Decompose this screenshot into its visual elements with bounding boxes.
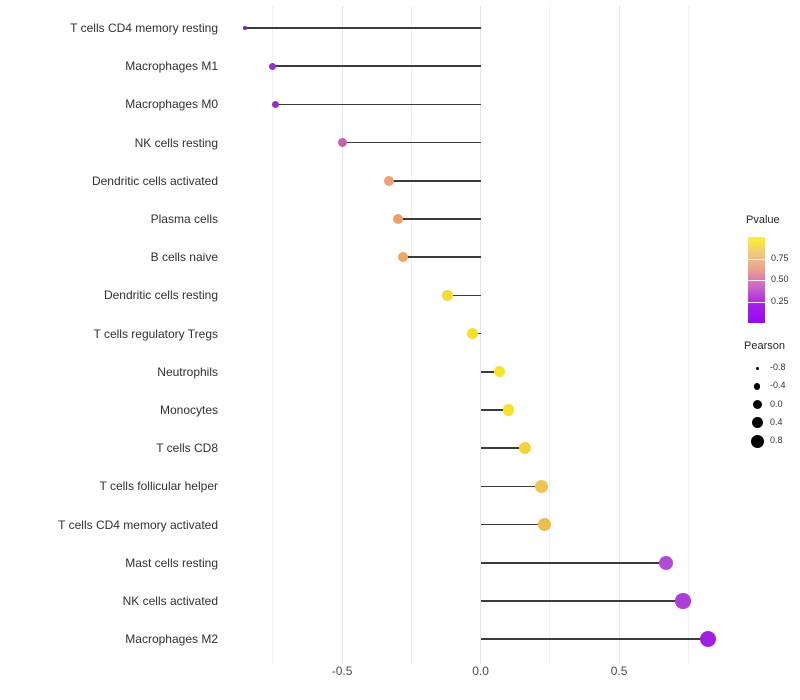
lollipop-stem bbox=[480, 638, 708, 640]
lollipop-stem bbox=[480, 600, 683, 602]
y-axis-category-label: Mast cells resting bbox=[125, 555, 218, 570]
lollipop-stem bbox=[403, 256, 481, 258]
lollipop-dot bbox=[442, 290, 453, 301]
y-axis-category-label: Macrophages M2 bbox=[125, 632, 218, 647]
pvalue-legend-title: Pvalue bbox=[746, 214, 780, 226]
lollipop-stem bbox=[480, 447, 525, 449]
y-axis-category-label: Macrophages M0 bbox=[125, 97, 218, 112]
lollipop-dot bbox=[518, 441, 532, 455]
pearson-legend-dot bbox=[750, 434, 764, 448]
pvalue-colorbar-tick bbox=[748, 280, 765, 281]
pvalue-colorbar-label: 0.25 bbox=[771, 295, 789, 306]
pearson-legend-label: -0.4 bbox=[770, 380, 786, 391]
lollipop-stem bbox=[480, 485, 542, 488]
lollipop-dot bbox=[675, 593, 691, 609]
x-major-gridline bbox=[480, 6, 482, 664]
lollipop-stem bbox=[245, 27, 481, 29]
pearson-legend-label: -0.8 bbox=[770, 362, 786, 372]
lollipop-dot bbox=[337, 138, 347, 148]
lollipop-dot bbox=[658, 555, 674, 571]
lollipop-dot bbox=[699, 631, 716, 648]
pvalue-colorbar-label: 0.50 bbox=[771, 274, 789, 284]
x-minor-gridline bbox=[549, 6, 551, 664]
lollipop-stem bbox=[397, 218, 481, 220]
x-minor-gridline bbox=[410, 6, 412, 664]
x-minor-gridline bbox=[272, 6, 274, 664]
lollipop-stem bbox=[480, 409, 509, 411]
pvalue-colorbar-label: 0.75 bbox=[771, 252, 789, 263]
x-axis-tick-label: -0.5 bbox=[331, 664, 353, 678]
y-axis-category-label: Monocytes bbox=[159, 403, 218, 417]
lollipop-dot bbox=[502, 404, 515, 416]
y-axis-category-label: T cells follicular helper bbox=[99, 479, 219, 494]
lollipop-stem bbox=[447, 294, 481, 297]
x-axis-tick-label: 0.0 bbox=[472, 664, 489, 678]
y-axis-category-label: T cells CD4 memory activated bbox=[58, 517, 218, 532]
pearson-legend-label: 0.8 bbox=[770, 435, 783, 446]
y-axis-category-label: Dendritic cells activated bbox=[91, 173, 218, 188]
y-axis-category-label: Dendritic cells resting bbox=[103, 288, 218, 303]
x-major-gridline bbox=[618, 6, 620, 664]
lollipop-dot bbox=[398, 252, 409, 263]
pearson-legend-dot bbox=[753, 383, 761, 390]
pearson-legend-label: 0.4 bbox=[770, 416, 783, 427]
pearson-legend-dot bbox=[755, 366, 759, 370]
lollipop-stem bbox=[480, 371, 500, 373]
lollipop-stem bbox=[480, 562, 667, 564]
y-axis-category-label: Plasma cells bbox=[150, 212, 218, 226]
lollipop-dot bbox=[384, 175, 395, 186]
lollipop-stem bbox=[342, 141, 481, 144]
y-axis-category-label: B cells naive bbox=[150, 250, 218, 265]
lollipop-dot bbox=[392, 214, 403, 224]
lollipop-dot bbox=[269, 62, 277, 70]
x-axis-tick-label: 0.5 bbox=[610, 664, 628, 678]
lollipop-dot bbox=[537, 517, 552, 532]
lollipop-dot bbox=[243, 26, 248, 30]
y-axis-category-label: T cells CD4 memory resting bbox=[70, 21, 218, 35]
lollipop-stem bbox=[389, 180, 481, 182]
y-axis-category-label: T cells regulatory Tregs bbox=[93, 326, 219, 341]
lollipop-dot bbox=[272, 100, 280, 108]
pearson-legend-label: 0.0 bbox=[770, 398, 783, 409]
lollipop-dot bbox=[494, 366, 506, 378]
y-axis-category-label: Neutrophils bbox=[157, 364, 218, 379]
pvalue-colorbar-tick bbox=[748, 301, 765, 303]
lollipop-dot bbox=[534, 479, 549, 494]
lollipop-stem bbox=[272, 65, 481, 67]
pearson-legend-dot bbox=[752, 400, 762, 410]
pearson-legend-title: Pearson bbox=[744, 340, 785, 352]
pvalue-colorbar-tick bbox=[748, 258, 765, 260]
lollipop-dot bbox=[467, 328, 478, 339]
lollipop-stem bbox=[275, 103, 481, 106]
pearson-legend-dot bbox=[751, 417, 763, 429]
y-axis-category-label: NK cells resting bbox=[134, 135, 218, 150]
x-major-gridline bbox=[341, 6, 343, 664]
lollipop-stem bbox=[480, 523, 545, 526]
x-minor-gridline bbox=[687, 6, 689, 664]
y-axis-category-label: Macrophages M1 bbox=[125, 59, 218, 74]
y-axis-category-label: NK cells activated bbox=[122, 594, 218, 608]
y-axis-category-label: T cells CD8 bbox=[156, 441, 218, 456]
